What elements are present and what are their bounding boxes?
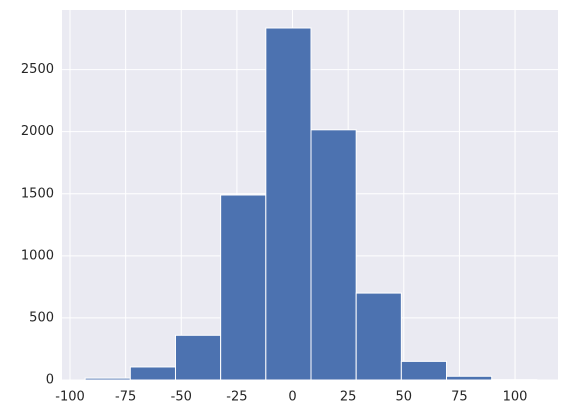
x-tick-label: -50: [171, 390, 192, 405]
bar: [446, 375, 493, 381]
y-tick-label: 2500: [21, 62, 54, 77]
bar: [265, 27, 312, 381]
bar: [220, 194, 267, 381]
y-tick-label: 1000: [21, 248, 54, 263]
bar: [310, 129, 357, 381]
y-tick-label: 0: [46, 373, 54, 388]
bar: [400, 360, 448, 381]
bar: [355, 292, 402, 381]
x-tick-label: 100: [503, 390, 528, 405]
bar: [84, 377, 131, 381]
x-tick-label: -75: [115, 390, 136, 405]
x-tick-label: 75: [451, 390, 468, 405]
x-tick-label: 50: [396, 390, 413, 405]
bar: [129, 366, 176, 381]
y-tick-label: 1500: [21, 186, 54, 201]
x-tick-label: 25: [340, 390, 357, 405]
y-tick-label: 500: [29, 310, 54, 325]
bar: [174, 334, 222, 381]
x-tick-label: 0: [288, 390, 296, 405]
y-tick-label: 2000: [21, 124, 54, 139]
x-tick-label: -25: [226, 390, 247, 405]
x-tick-label: -100: [55, 390, 85, 405]
